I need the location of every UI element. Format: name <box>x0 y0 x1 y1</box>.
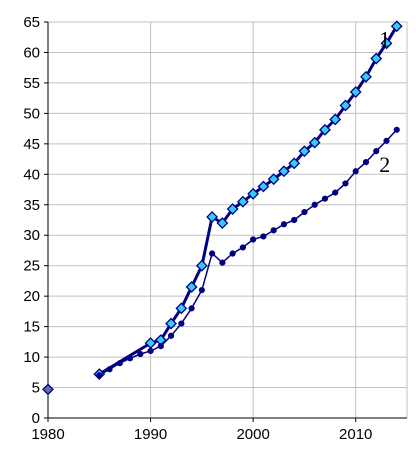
series-2-point-2014 <box>393 126 400 133</box>
extra-point-1980 <box>42 383 54 396</box>
x-tick-label-1980: 1980 <box>31 426 64 443</box>
series-1-point-2001 <box>257 180 270 193</box>
y-tick-label-25: 25 <box>23 258 40 275</box>
series-2-point-1994 <box>188 305 195 312</box>
series-1-point-2004 <box>288 157 301 170</box>
series-1-point-2005 <box>298 145 311 158</box>
grid <box>47 21 408 419</box>
series-1-point-1996 <box>206 211 219 223</box>
series-2-point-2001 <box>260 233 267 240</box>
series-1-point-2009 <box>339 99 352 112</box>
series-2-point-2007 <box>321 195 329 202</box>
series-2-point-1999 <box>239 244 246 251</box>
series-1-point-2003 <box>277 165 290 178</box>
series-1-point-1995 <box>195 259 208 272</box>
series-1-point-1994 <box>185 281 198 293</box>
y-tick-label-10: 10 <box>23 349 40 366</box>
series-2-point-2013 <box>383 137 390 144</box>
series-2-point-1986 <box>106 366 113 373</box>
tick-labels: 0 5 10 15 20 25 30 35 40 45 50 55 60 65 1980 1990 2000 20… <box>23 14 372 443</box>
series-2-label: 2 <box>379 152 390 177</box>
y-tick-label-5: 5 <box>32 380 40 397</box>
series-2-point-2002 <box>270 227 277 234</box>
series-2-point-1988 <box>126 355 134 362</box>
x-tick-label-2000: 2000 <box>236 426 269 443</box>
series-labels: 12 <box>379 26 390 177</box>
series-2-point-1989 <box>137 350 144 358</box>
y-tick-label-30: 30 <box>23 227 40 244</box>
series-1-point-1993 <box>175 302 188 315</box>
series-1-point-2002 <box>267 173 280 186</box>
series-2-point-1996 <box>209 250 216 257</box>
series-2-point-2004 <box>291 216 298 224</box>
series-1-point-1999 <box>236 195 249 208</box>
x-tick-label-1990: 1990 <box>134 426 167 443</box>
series-2-point-1993 <box>178 320 185 327</box>
y-tick-label-65: 65 <box>23 14 40 31</box>
series-1-point-1998 <box>226 203 239 215</box>
series-2-point-1987 <box>116 360 123 367</box>
series-2-point-1985 <box>96 372 103 379</box>
series-2-point-1991 <box>157 343 164 350</box>
series-2-point-2000 <box>250 236 257 243</box>
series-1-label: 1 <box>379 26 390 51</box>
series-1-point-2010 <box>349 86 362 98</box>
series-2-point-2008 <box>332 189 339 196</box>
y-tick-label-15: 15 <box>23 319 40 336</box>
series-2-point-2012 <box>373 148 380 155</box>
y-tick-label-50: 50 <box>23 105 40 122</box>
series-2-point-1997 <box>219 259 226 266</box>
y-tick-label-0: 0 <box>32 410 40 427</box>
series-1-point-1997 <box>216 217 229 229</box>
series-2-point-2003 <box>280 221 288 228</box>
series-1-point-2012 <box>370 52 383 65</box>
y-tick-label-55: 55 <box>23 75 40 92</box>
series-1-point-2006 <box>308 136 321 149</box>
series-1-point-2008 <box>329 113 342 126</box>
series-2-point-2010 <box>352 168 359 175</box>
y-tick-label-35: 35 <box>23 197 40 214</box>
series-2-point-2009 <box>342 180 349 187</box>
series-2-point-1990 <box>147 347 154 355</box>
series-2-point-2005 <box>301 208 308 216</box>
y-tick-label-60: 60 <box>23 44 40 61</box>
series-2-line <box>98 129 398 377</box>
series-1-point-2007 <box>319 123 331 136</box>
y-tick-label-45: 45 <box>23 136 40 153</box>
series-1-point-2000 <box>247 187 260 200</box>
series-2-point-1995 <box>198 286 205 294</box>
series-1-point-1992 <box>165 317 178 330</box>
plot-area <box>42 20 403 396</box>
y-tick-label-20: 20 <box>23 288 40 305</box>
series-1-point-2011 <box>360 70 372 83</box>
series-2-point-2006 <box>311 201 318 208</box>
series-1-point-2014 <box>390 20 403 33</box>
series-2-point-2011 <box>362 159 370 166</box>
x-tick-label-2010: 2010 <box>339 426 372 443</box>
series-2-point-1992 <box>167 332 175 339</box>
y-tick-label-40: 40 <box>23 166 40 183</box>
series-2-point-1998 <box>229 250 236 257</box>
series-1-line <box>98 25 398 376</box>
series-1-point-2013 <box>380 37 393 50</box>
